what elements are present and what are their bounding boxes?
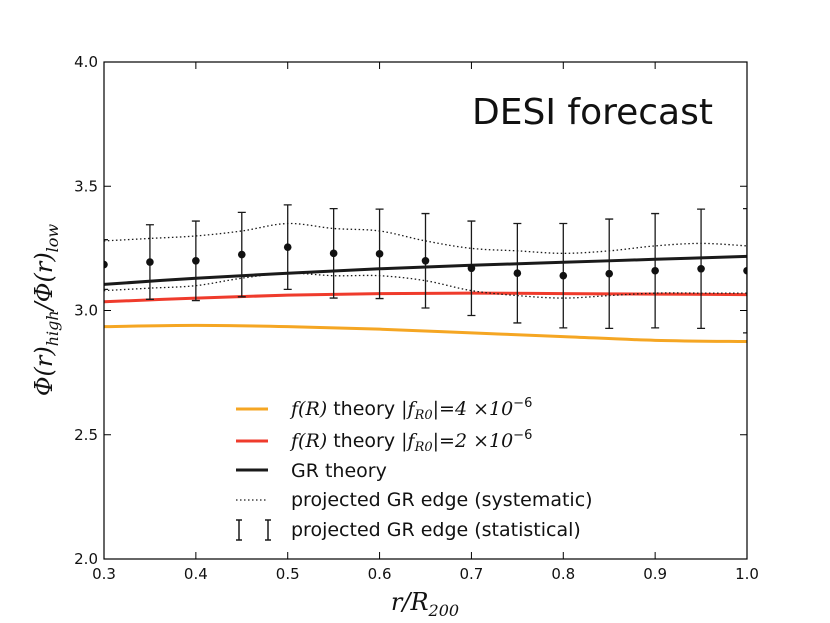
x-axis-label: r/R200 — [391, 588, 459, 620]
x-tick-label: 1.0 — [735, 565, 759, 583]
error-bar — [104, 239, 108, 291]
y-axis-label: Φ(r)high/Φ(r)low — [30, 224, 62, 397]
legend-label-fr4: f(R) theory |fR0|=4 ×10−6 — [289, 396, 532, 423]
legend-label-fr2: f(R) theory |fR0|=2 ×10−6 — [289, 428, 532, 455]
x-tick-label: 0.7 — [459, 565, 483, 583]
y-tick-label: 3.0 — [74, 302, 98, 320]
legend-label-gr: GR theory — [291, 460, 387, 482]
legend: f(R) theory |fR0|=4 ×10−6 f(R) theory |f… — [236, 396, 593, 541]
x-tick-label: 0.3 — [92, 565, 116, 583]
data-point — [651, 266, 659, 275]
data-point — [605, 269, 614, 278]
legend-entry-gr: GR theory — [236, 460, 387, 482]
data-point — [192, 257, 200, 265]
axis-ticks: 0.3 0.4 0.5 0.6 0.7 0.8 0.9 1.0 2.0 2.5 3.0 3.5 4.0 — [74, 53, 759, 583]
legend-entry-fr2: f(R) theory |fR0|=2 ×10−6 — [236, 428, 532, 455]
error-bar — [743, 207, 747, 334]
data-point — [237, 250, 246, 259]
y-tick-label: 3.5 — [74, 177, 98, 195]
data-point — [559, 271, 568, 280]
x-tick-label: 0.9 — [643, 565, 667, 583]
data-point — [104, 260, 108, 269]
x-tick-label: 0.8 — [551, 565, 575, 583]
data-point — [283, 243, 292, 251]
chart-annotation: DESI forecast — [472, 92, 713, 133]
legend-errorbar-icon-2 — [265, 519, 271, 541]
legend-errorbar-icon-1 — [236, 519, 242, 541]
y-tick-label: 2.0 — [74, 550, 98, 568]
data-point — [375, 250, 384, 258]
y-tick-label: 2.5 — [74, 426, 98, 444]
x-tick-label: 0.5 — [276, 565, 300, 583]
legend-label-statistical: projected GR edge (statistical) — [291, 519, 581, 541]
series-fr4 — [104, 323, 747, 344]
data-point — [421, 257, 430, 265]
legend-entry-systematic: projected GR edge (systematic) — [236, 489, 593, 511]
data-point — [329, 249, 338, 258]
x-tick-label: 0.6 — [368, 565, 392, 583]
legend-entry-statistical: projected GR edge (statistical) — [236, 519, 581, 541]
data-point — [697, 264, 705, 273]
plot-marks — [104, 204, 747, 344]
legend-label-systematic: projected GR edge (systematic) — [291, 489, 593, 511]
series-systematic-lower — [104, 272, 747, 299]
x-tick-label: 0.4 — [184, 565, 208, 583]
data-point — [146, 258, 154, 266]
y-tick-label: 4.0 — [74, 53, 98, 71]
data-point — [467, 264, 476, 273]
data-point — [513, 269, 522, 278]
legend-entry-fr4: f(R) theory |fR0|=4 ×10−6 — [236, 396, 532, 423]
data-point — [743, 266, 747, 275]
